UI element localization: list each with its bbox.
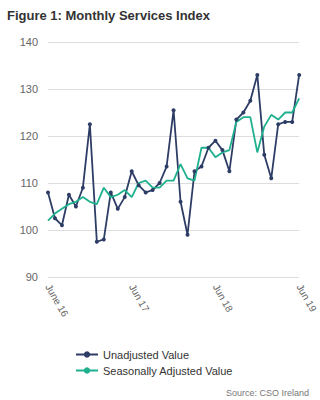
svg-text:Unadjusted Value: Unadjusted Value bbox=[103, 349, 189, 361]
svg-text:90: 90 bbox=[26, 271, 38, 283]
svg-text:Jun 17: Jun 17 bbox=[127, 282, 152, 314]
svg-text:140: 140 bbox=[20, 36, 38, 48]
svg-text:120: 120 bbox=[20, 130, 38, 142]
svg-text:Figure 1: Monthly Services Ind: Figure 1: Monthly Services Index bbox=[7, 8, 211, 23]
svg-text:Source: CSO Ireland: Source: CSO Ireland bbox=[226, 388, 309, 398]
svg-text:100: 100 bbox=[20, 224, 38, 236]
svg-text:Jun 19: Jun 19 bbox=[294, 282, 319, 314]
svg-text:130: 130 bbox=[20, 83, 38, 95]
svg-text:110: 110 bbox=[20, 177, 38, 189]
svg-text:June 16: June 16 bbox=[43, 282, 71, 319]
svg-text:Seasonally Adjusted Value: Seasonally Adjusted Value bbox=[103, 365, 232, 377]
svg-text:Jun 18: Jun 18 bbox=[211, 282, 236, 314]
